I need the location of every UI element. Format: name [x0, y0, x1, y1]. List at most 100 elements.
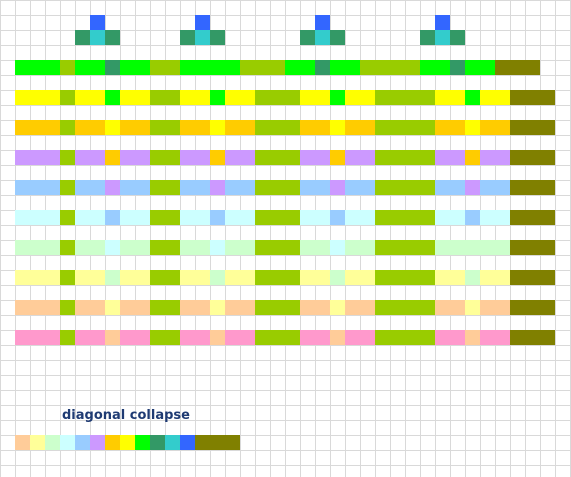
tile-olive[interactable] [375, 210, 390, 225]
tile-lavender[interactable] [90, 150, 105, 165]
tile-olive[interactable] [375, 300, 390, 315]
tile-dark-olive[interactable] [525, 240, 540, 255]
tile-green[interactable] [210, 60, 225, 75]
tile-olive[interactable] [255, 120, 270, 135]
tile-cream[interactable] [360, 270, 375, 285]
tile-gold[interactable] [15, 120, 30, 135]
tile-yellow[interactable] [480, 90, 495, 105]
tile-lavender[interactable] [105, 180, 120, 195]
tile-peach[interactable] [30, 300, 45, 315]
tile-dark-olive[interactable] [540, 150, 555, 165]
tile-yellow[interactable] [105, 120, 120, 135]
tile-olive[interactable] [375, 120, 390, 135]
tile-pink[interactable] [360, 330, 375, 345]
tile-olive[interactable] [285, 90, 300, 105]
tile-lavender[interactable] [30, 150, 45, 165]
tile-mint[interactable] [240, 240, 255, 255]
tile-mint[interactable] [465, 240, 480, 255]
tile-yellow[interactable] [210, 120, 225, 135]
tile-lavender[interactable] [210, 180, 225, 195]
tile-olive[interactable] [255, 240, 270, 255]
tile-ice[interactable] [195, 210, 210, 225]
tile-cream[interactable] [465, 300, 480, 315]
tile-sky[interactable] [120, 180, 135, 195]
tile-pink[interactable] [225, 330, 240, 345]
tile-sky[interactable] [45, 180, 60, 195]
tile-pink[interactable] [300, 330, 315, 345]
tile-olive[interactable] [270, 270, 285, 285]
tile-ice[interactable] [30, 210, 45, 225]
tile-olive[interactable] [375, 60, 390, 75]
tile-olive[interactable] [390, 60, 405, 75]
tile-yellow[interactable] [120, 435, 135, 450]
tile-green[interactable] [135, 60, 150, 75]
tile-yellow[interactable] [45, 90, 60, 105]
tile-olive[interactable] [405, 210, 420, 225]
tile-yellow[interactable] [180, 90, 195, 105]
tile-dark-olive[interactable] [540, 330, 555, 345]
tile-olive[interactable] [165, 210, 180, 225]
tile-pink[interactable] [120, 330, 135, 345]
tile-sky[interactable] [75, 180, 90, 195]
tile-mint[interactable] [210, 270, 225, 285]
tile-dark-olive[interactable] [540, 90, 555, 105]
tile-ice[interactable] [60, 435, 75, 450]
tile-olive[interactable] [405, 150, 420, 165]
tile-gold[interactable] [90, 120, 105, 135]
tile-olive[interactable] [60, 120, 75, 135]
tile-peach[interactable] [180, 300, 195, 315]
tile-olive[interactable] [405, 120, 420, 135]
tile-yellow[interactable] [75, 90, 90, 105]
tile-gold[interactable] [450, 120, 465, 135]
tile-yellow[interactable] [360, 90, 375, 105]
tile-mint[interactable] [90, 240, 105, 255]
tile-sky[interactable] [105, 210, 120, 225]
tile-olive[interactable] [390, 300, 405, 315]
tile-lavender[interactable] [495, 150, 510, 165]
tile-pink[interactable] [450, 330, 465, 345]
tile-olive[interactable] [60, 60, 75, 75]
tile-olive[interactable] [60, 150, 75, 165]
tile-olive[interactable] [150, 120, 165, 135]
tile-lavender[interactable] [345, 150, 360, 165]
tile-dark-olive[interactable] [540, 180, 555, 195]
tile-olive[interactable] [60, 330, 75, 345]
tile-cream[interactable] [30, 270, 45, 285]
tile-lavender[interactable] [480, 150, 495, 165]
tile-dark-olive[interactable] [510, 240, 525, 255]
tile-mint[interactable] [345, 240, 360, 255]
tile-green[interactable] [465, 60, 480, 75]
tile-olive[interactable] [165, 120, 180, 135]
tile-ice[interactable] [135, 210, 150, 225]
tile-olive[interactable] [405, 60, 420, 75]
tile-dark-olive[interactable] [540, 210, 555, 225]
tile-yellow[interactable] [195, 90, 210, 105]
tile-olive[interactable] [390, 120, 405, 135]
tile-cyan[interactable] [195, 30, 210, 45]
tile-olive[interactable] [165, 240, 180, 255]
tile-olive[interactable] [255, 180, 270, 195]
tile-gold[interactable] [210, 150, 225, 165]
tile-olive[interactable] [375, 270, 390, 285]
tile-gold[interactable] [465, 150, 480, 165]
tile-sky[interactable] [75, 435, 90, 450]
tile-sky[interactable] [435, 180, 450, 195]
tile-ice[interactable] [240, 210, 255, 225]
tile-dark-olive[interactable] [540, 240, 555, 255]
tile-peach[interactable] [195, 300, 210, 315]
tile-olive[interactable] [285, 210, 300, 225]
tile-dark-olive[interactable] [525, 270, 540, 285]
tile-cream[interactable] [300, 270, 315, 285]
tile-ice[interactable] [180, 210, 195, 225]
tile-cream[interactable] [495, 270, 510, 285]
tile-peach[interactable] [15, 300, 30, 315]
tile-peach[interactable] [330, 330, 345, 345]
tile-lavender[interactable] [135, 150, 150, 165]
tile-olive[interactable] [420, 150, 435, 165]
tile-cream[interactable] [240, 270, 255, 285]
tile-cream[interactable] [180, 270, 195, 285]
tile-olive[interactable] [285, 270, 300, 285]
tile-olive[interactable] [150, 240, 165, 255]
tile-olive[interactable] [150, 150, 165, 165]
tile-olive[interactable] [255, 150, 270, 165]
